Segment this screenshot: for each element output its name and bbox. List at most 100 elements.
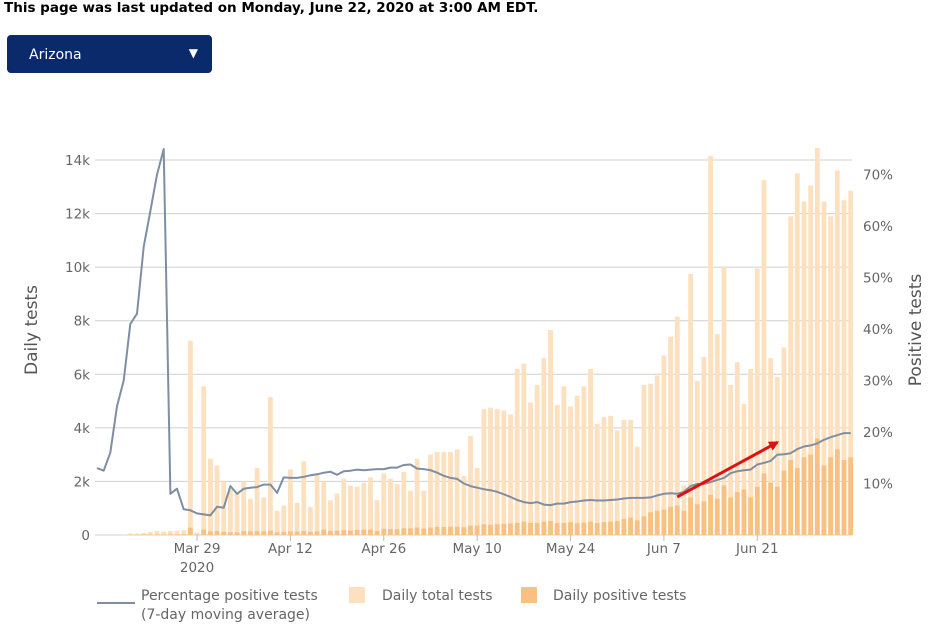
y-left-tick-label: 10k — [65, 260, 90, 276]
positive-tests-bar — [814, 438, 820, 535]
total-tests-bar — [594, 423, 600, 535]
total-tests-bar — [628, 419, 633, 535]
state-dropdown[interactable]: Arizona ▼ — [7, 35, 212, 73]
positive-tests-bar — [434, 526, 440, 535]
positive-tests-bar — [701, 501, 707, 535]
positive-tests-bar — [494, 524, 500, 535]
positive-tests-bar — [207, 531, 213, 535]
y-right-tick-label: 50% — [863, 271, 893, 287]
total-tests-bar — [381, 473, 387, 535]
total-tests-bars — [121, 147, 854, 536]
positive-tests-bar — [341, 530, 347, 535]
total-tests-bar — [501, 410, 507, 535]
total-tests-bar — [581, 386, 587, 535]
y-right-tick-label: 30% — [863, 374, 893, 390]
total-tests-bar — [187, 340, 193, 535]
positive-tests-bar — [501, 523, 507, 535]
positive-tests-bar — [641, 516, 647, 535]
total-tests-bar — [528, 402, 533, 535]
positive-tests-bar — [161, 534, 167, 535]
trend-annotation — [676, 441, 780, 499]
positive-tests-bar — [681, 510, 687, 535]
positive-tests-bar — [834, 449, 840, 535]
positive-tests-bar — [408, 528, 413, 535]
total-tests-bar — [808, 185, 814, 536]
positive-tests-bar — [754, 486, 760, 535]
total-tests-bar — [474, 468, 480, 535]
total-tests-bar — [274, 510, 280, 535]
positive-tests-bar — [588, 521, 593, 535]
x-tick-label: Jun 7 — [646, 541, 681, 557]
y-axis-right: 10% 20% 30% 40% 50% 60% 70% — [863, 168, 893, 493]
total-tests-bar — [668, 336, 673, 535]
total-tests-bar — [481, 409, 487, 535]
positive-tests-bar — [281, 531, 287, 535]
positive-tests-bar — [221, 531, 227, 535]
y-left-tick-label: 0 — [81, 528, 90, 544]
positive-tests-bar — [328, 530, 333, 535]
total-tests-bar — [848, 190, 854, 535]
positive-tests-bar — [154, 534, 160, 535]
total-tests-bar — [761, 180, 767, 535]
positive-tests-bar — [528, 522, 533, 535]
total-tests-bar — [234, 492, 240, 535]
x-tick-sublabel: 2020 — [180, 560, 214, 576]
positive-tests-bar — [621, 518, 627, 535]
positive-tests-bar — [368, 529, 373, 535]
x-tick-label: May 24 — [546, 541, 595, 557]
positive-tests-bar — [348, 530, 353, 535]
positive-tests-bar — [187, 527, 193, 535]
positive-tests-bar — [801, 457, 807, 535]
total-tests-bar — [401, 472, 407, 535]
positive-tests-bar — [761, 473, 767, 535]
total-tests-bar — [434, 451, 440, 535]
total-tests-bar — [348, 485, 353, 535]
positive-tests-bar — [794, 468, 800, 535]
total-tests-bar — [334, 493, 340, 535]
positive-tests-bar — [461, 527, 467, 535]
positive-tests-bar — [268, 530, 273, 535]
positive-tests-bar — [748, 497, 754, 535]
positive-tests-bar — [441, 526, 447, 535]
positive-tests-bar — [694, 504, 700, 535]
total-tests-bar — [654, 375, 660, 535]
positive-tests-bar — [614, 521, 620, 535]
total-tests-bar — [588, 368, 593, 535]
trend-arrow — [676, 441, 780, 499]
total-tests-bar — [454, 449, 460, 535]
total-tests-bar — [574, 395, 580, 535]
positive-tests-bar — [381, 528, 387, 535]
total-tests-bar — [794, 173, 800, 535]
positive-tests-bar — [821, 465, 827, 535]
total-tests-bar — [254, 468, 260, 535]
total-tests-bar — [788, 216, 794, 535]
total-tests-bar — [294, 502, 300, 535]
total-tests-bar — [181, 530, 187, 535]
positive-tests-bar — [214, 530, 220, 535]
legend-total-swatch — [349, 587, 365, 603]
percent-positive-line — [96, 148, 851, 517]
positive-tests-bar — [721, 485, 727, 535]
total-tests-bar — [701, 356, 707, 535]
positive-tests-bar — [781, 470, 787, 535]
y-left-tick-label: 14k — [65, 153, 90, 169]
total-tests-bar — [541, 358, 547, 535]
positive-tests-bar — [321, 529, 327, 535]
legend-positive-swatch — [521, 587, 537, 603]
positive-tests-bar — [608, 521, 613, 535]
total-tests-bar — [621, 419, 627, 535]
total-tests-bar — [608, 415, 613, 535]
positive-tests-bar — [167, 534, 173, 535]
positive-tests-bar — [808, 454, 814, 535]
x-tick-label: Mar 29 — [174, 541, 221, 557]
total-tests-bar — [268, 397, 273, 535]
total-tests-bar — [728, 385, 734, 535]
percent-positive-line-group — [96, 148, 851, 517]
positive-tests-bar — [234, 532, 240, 535]
legend-total-label: Daily total tests — [382, 588, 493, 604]
y-axis-right-title: Positive tests — [906, 274, 926, 387]
total-tests-bar — [141, 532, 147, 535]
total-tests-bar — [194, 532, 200, 535]
total-tests-bar — [388, 478, 393, 535]
total-tests-bar — [207, 458, 213, 535]
